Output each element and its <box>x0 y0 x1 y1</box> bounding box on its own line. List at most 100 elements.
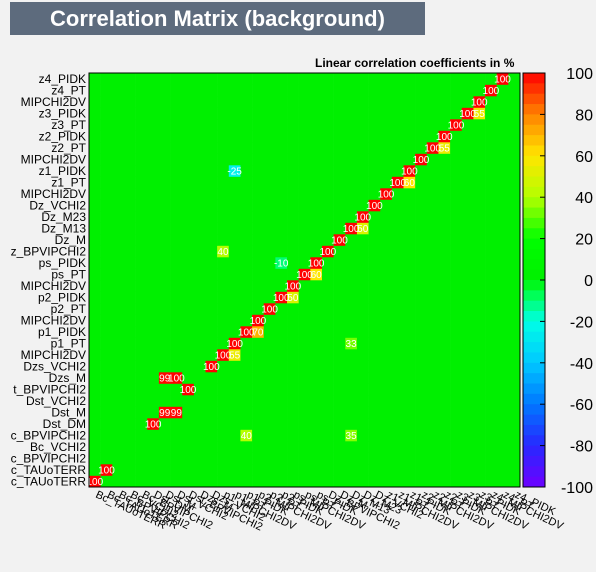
heatmap-cell <box>182 441 195 453</box>
heatmap-cell <box>310 406 323 419</box>
heatmap-cell <box>252 107 265 120</box>
heatmap-cell <box>252 383 265 396</box>
y-tick-label: z3_PT <box>51 118 86 132</box>
heatmap-cell <box>135 452 148 465</box>
heatmap-cell <box>135 153 148 166</box>
heatmap-cell <box>170 211 183 223</box>
heatmap-cell <box>380 222 393 235</box>
heatmap-cell <box>438 360 451 373</box>
heatmap-cell <box>228 280 241 292</box>
heatmap-cell <box>263 84 276 97</box>
heatmap-cell <box>275 211 288 223</box>
heatmap-cell <box>345 211 358 223</box>
heatmap-cell <box>321 337 334 350</box>
heatmap-cell <box>321 153 334 166</box>
heatmap-cell <box>298 429 311 442</box>
heatmap-cell <box>100 107 113 120</box>
heatmap-cell <box>240 153 253 166</box>
heatmap-cell <box>415 268 428 281</box>
heatmap-cell <box>310 291 323 304</box>
heatmap-cell <box>135 280 148 292</box>
heatmap-cell <box>333 464 346 476</box>
heatmap-cell <box>182 153 195 166</box>
cell-value-label: 100 <box>494 75 511 86</box>
cell-value-label: 99 <box>159 374 171 385</box>
heatmap-cell <box>89 314 101 327</box>
heatmap-cell <box>368 234 381 246</box>
heatmap-cell <box>170 119 183 131</box>
heatmap-cell <box>298 199 311 212</box>
heatmap-cell <box>485 84 497 97</box>
heatmap-cell <box>438 268 451 281</box>
heatmap-cell <box>182 119 195 131</box>
heatmap-cell <box>485 268 497 281</box>
heatmap-cell <box>275 395 288 407</box>
heatmap-cell <box>321 84 334 97</box>
heatmap-cell <box>205 257 218 269</box>
heatmap-cell <box>240 349 253 361</box>
heatmap-cell <box>240 96 253 108</box>
heatmap-cell <box>263 383 276 396</box>
heatmap-cell <box>240 211 253 223</box>
heatmap-cell <box>205 291 218 304</box>
heatmap-cell <box>123 199 136 212</box>
heatmap-cell <box>240 441 253 453</box>
heatmap-cell <box>356 142 369 154</box>
heatmap-cell <box>473 84 486 97</box>
heatmap-cell <box>380 107 393 120</box>
heatmap-cell <box>426 280 439 292</box>
heatmap-cell <box>193 464 206 476</box>
heatmap-cell <box>205 406 218 419</box>
heatmap-cell <box>298 452 311 465</box>
heatmap-cell <box>182 418 195 430</box>
heatmap-cell <box>193 337 206 350</box>
heatmap-cell <box>217 314 230 327</box>
heatmap-cell <box>438 96 451 108</box>
heatmap-cell <box>403 383 416 396</box>
heatmap-cell <box>485 475 497 488</box>
heatmap-cell <box>287 73 299 85</box>
heatmap-cell <box>147 464 160 476</box>
heatmap-cell <box>426 418 439 430</box>
heatmap-cell <box>147 199 160 212</box>
heatmap-cell <box>508 245 521 258</box>
heatmap-cell <box>356 429 369 442</box>
heatmap-cell <box>100 188 113 200</box>
heatmap-cell <box>205 360 218 373</box>
heatmap-cell <box>426 268 439 281</box>
heatmap-cell <box>391 314 404 327</box>
heatmap-cell <box>298 383 311 396</box>
heatmap-cell <box>252 452 265 465</box>
heatmap-cell <box>508 291 521 304</box>
heatmap-cell <box>158 188 171 200</box>
heatmap-cell <box>135 441 148 453</box>
heatmap-cell <box>135 326 148 338</box>
heatmap-cell <box>205 268 218 281</box>
heatmap-cell <box>217 372 230 384</box>
cell-value-label: 100 <box>273 293 290 304</box>
heatmap-cell <box>275 406 288 419</box>
colorbar-segment <box>523 466 545 478</box>
heatmap-cell <box>170 107 183 120</box>
heatmap-cell <box>415 107 428 120</box>
heatmap-cell <box>112 84 125 97</box>
heatmap-cell <box>170 475 183 488</box>
cell-value-label: 100 <box>238 328 255 339</box>
heatmap-cell <box>310 84 323 97</box>
heatmap-cell <box>473 475 486 488</box>
heatmap-cell <box>496 360 509 373</box>
colorbar-segment <box>523 424 545 436</box>
heatmap-cell <box>100 326 113 338</box>
heatmap-cell <box>89 303 101 315</box>
heatmap-cell <box>170 418 183 430</box>
heatmap-cell <box>461 130 474 143</box>
heatmap-cell <box>426 107 439 120</box>
heatmap-cell <box>147 84 160 97</box>
cell-value-label: 100 <box>168 374 185 385</box>
heatmap-cell <box>485 406 497 419</box>
heatmap-cell <box>368 418 381 430</box>
heatmap-cell <box>205 176 218 189</box>
heatmap-cell <box>228 73 241 85</box>
colorbar-tick-label: 100 <box>566 66 593 83</box>
heatmap-cell <box>485 153 497 166</box>
